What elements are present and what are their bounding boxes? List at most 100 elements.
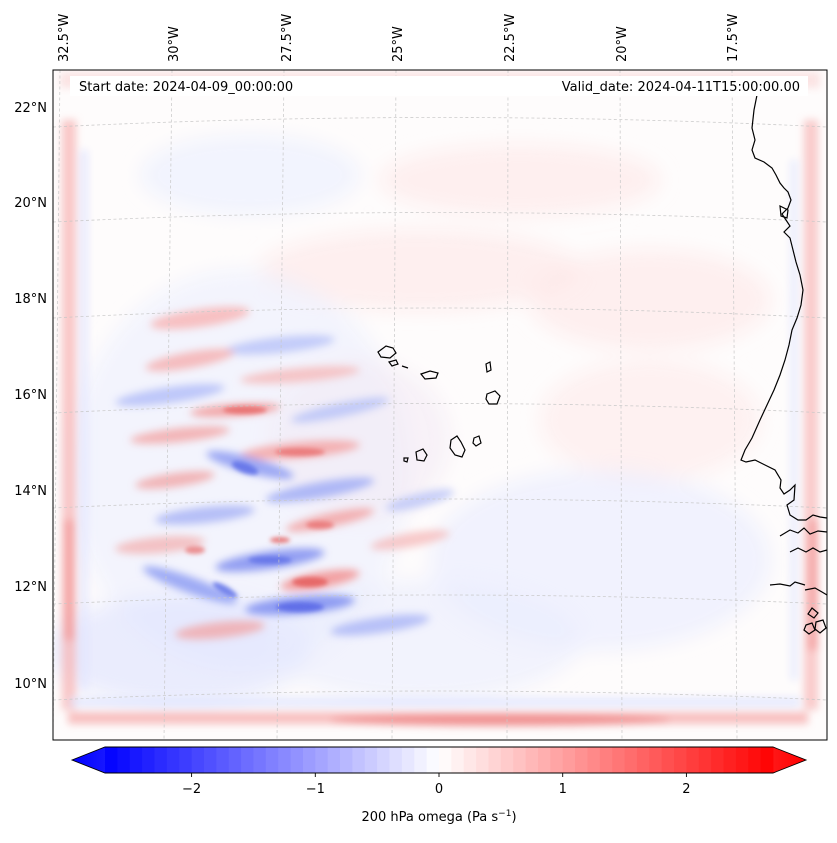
colorbar-segment (352, 747, 366, 773)
start-date-label: Start date: 2024-04-09_00:00:00 (79, 80, 293, 95)
lon-line-27-5w (276, 70, 285, 740)
colorbar-segment (166, 747, 180, 773)
colorbar-outline (70, 746, 808, 774)
lon-label-17-5w: 17.5°W (726, 14, 741, 62)
colorbar-segment (500, 747, 514, 773)
valid-date-label: Valid_date: 2024-04-11T15:00:00.00 (562, 80, 800, 95)
colorbar-segment (426, 747, 440, 773)
colorbar-segment (302, 747, 316, 773)
colorbar-segment (154, 747, 168, 773)
lon-line-32-5w (53, 70, 61, 740)
lon-line-30w (163, 70, 173, 740)
island-brava (403, 457, 409, 463)
lat-label-12n: 12°N (14, 580, 47, 595)
colorbar-segment (377, 747, 390, 773)
field-cell-layer (185, 406, 334, 612)
graticule (53, 70, 827, 740)
lon-line-25w (391, 70, 397, 740)
colorbar-tick-label: 1 (559, 782, 567, 797)
lat-label-18n: 18°N (14, 292, 47, 307)
colorbar-tick-label: 0 (435, 782, 443, 797)
island-santiago (449, 435, 466, 458)
colorbar-label: 200 hPa omega (Pa s−1) (361, 809, 516, 825)
colorbar-label-exponent: −1 (498, 809, 511, 819)
colorbar-segment (636, 747, 650, 773)
colorbar-segment (191, 747, 205, 773)
coastline-guinea-bissau (769, 581, 806, 587)
colorbar-segments (105, 747, 774, 773)
colorbar-segment (265, 747, 279, 773)
colorbar-segment (649, 747, 663, 773)
coastline-gambia (779, 527, 828, 537)
colorbar-segment (476, 747, 489, 773)
colorbar-segment (129, 747, 143, 773)
colorbar-segment (698, 747, 712, 773)
colorbar-segment (525, 747, 539, 773)
island-maio (472, 435, 482, 447)
omega-field (53, 72, 820, 726)
lat-line-10n (53, 690, 827, 701)
cape-verde-islands (377, 345, 501, 463)
lat-label-20n: 20°N (14, 196, 47, 211)
header-box (70, 76, 808, 96)
colorbar-segment (661, 747, 675, 773)
map-frame (52, 69, 828, 741)
island-sao-nicolau (419, 370, 439, 380)
colorbar-segment (686, 747, 700, 773)
colorbar-segment (711, 747, 724, 773)
lon-line-20w (619, 70, 623, 740)
lon-line-17-5w (731, 70, 738, 740)
lat-line-16n (53, 403, 827, 414)
colorbar-label-main: 200 hPa omega (Pa s (361, 810, 498, 825)
island-sao-vicente (387, 359, 399, 367)
map-panel: Start date: 2024-04-09_00:00:00 Valid_da… (52, 69, 828, 741)
colorbar-segment (550, 747, 564, 773)
lon-labels: 32.5°W 30°W 27.5°W 25°W 22.5°W 20°W 17.5… (57, 14, 741, 62)
colorbar-segment (537, 747, 551, 773)
colorbar-segment (315, 747, 329, 773)
lat-label-16n: 16°N (14, 388, 47, 403)
colorbar-tick-label: −2 (182, 782, 201, 797)
colorbar-segment (290, 747, 304, 773)
colorbar-segment (451, 747, 465, 773)
lon-line-22-5w (506, 70, 509, 740)
lon-label-20w: 20°W (615, 26, 630, 62)
lon-label-22-5w: 22.5°W (503, 14, 518, 62)
colorbar-segment (253, 747, 267, 773)
coastline-guinea-bissau-east (804, 587, 828, 596)
africa-coastline (740, 77, 828, 635)
island-bissagos-2 (803, 622, 816, 635)
coastline-casamance (789, 547, 828, 553)
colorbar-tick-label: 2 (682, 782, 690, 797)
colorbar-segment (414, 747, 428, 773)
lat-labels: 22°N 20°N 18°N 16°N 14°N 12°N 10°N (14, 101, 47, 692)
colorbar-segment (179, 747, 192, 773)
colorbar-segment (463, 747, 477, 773)
lon-label-27-5w: 27.5°W (280, 14, 295, 62)
lon-label-30w: 30°W (167, 26, 182, 62)
colorbar-segment (241, 747, 254, 773)
lat-line-20n (53, 212, 827, 223)
colorbar-segment (364, 747, 378, 773)
island-santo-antao (377, 345, 397, 359)
colorbar-segment (599, 747, 613, 773)
coastline-main (740, 77, 828, 521)
lat-line-14n (53, 498, 827, 509)
colorbar-segment (389, 747, 403, 773)
island-coastal-1 (779, 204, 789, 219)
colorbar-segment (327, 747, 341, 773)
lat-line-18n (53, 307, 827, 319)
island-santa-luzia (401, 365, 409, 369)
lat-label-22n: 22°N (14, 101, 47, 116)
colorbar-segment (117, 747, 131, 773)
colorbar-segment (723, 747, 737, 773)
colorbar-label-close: ) (511, 810, 516, 825)
lat-line-22n (53, 117, 827, 128)
colorbar-segment (203, 747, 217, 773)
lat-label-14n: 14°N (14, 484, 47, 499)
colorbar-segment (340, 747, 353, 773)
colorbar-segment (105, 747, 118, 773)
island-sal (485, 361, 492, 373)
